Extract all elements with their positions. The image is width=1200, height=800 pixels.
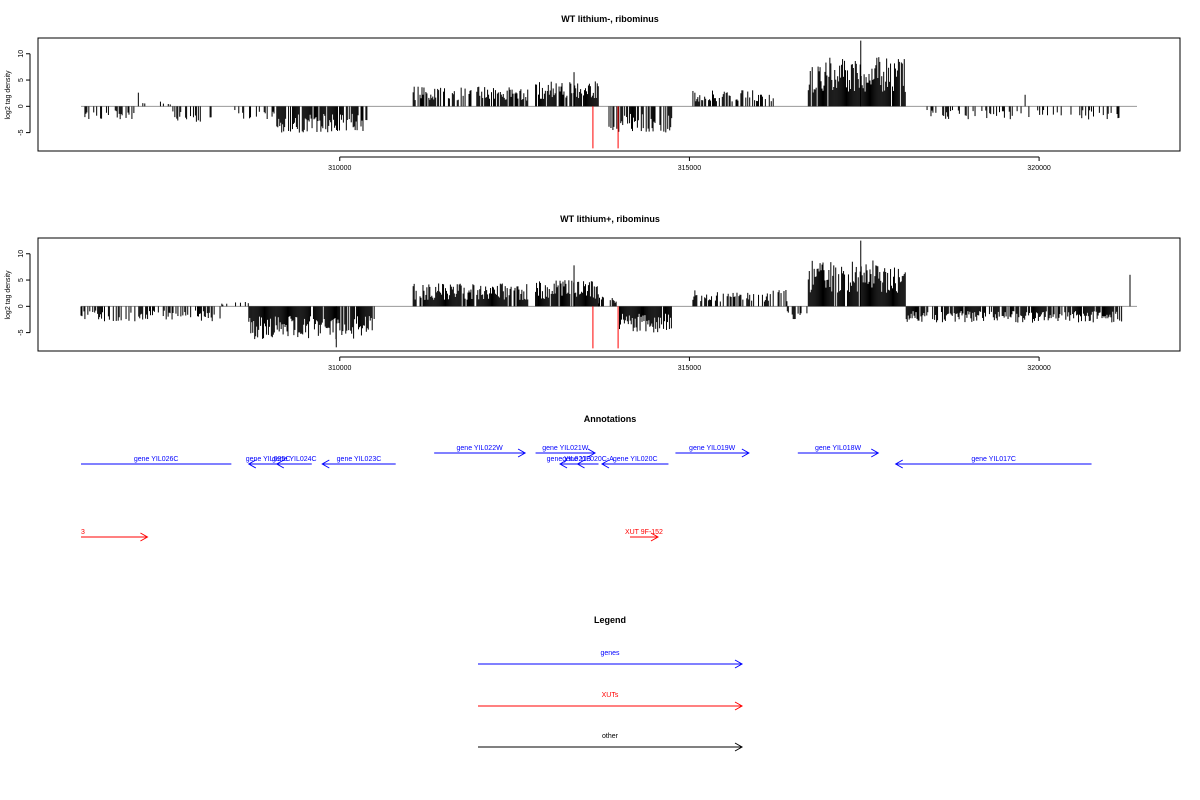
gene-label: gene YIL025C xyxy=(246,456,291,463)
gene-label: gene YIL019W xyxy=(689,445,736,452)
y-axis-label: log2 tag density xyxy=(5,270,12,320)
gene-label: gene YIL018W xyxy=(815,445,862,452)
gene-label: gene YIL020C xyxy=(613,456,658,463)
y-tick-label: 0 xyxy=(18,104,25,108)
gene-arrow xyxy=(321,459,396,469)
gene-label: gene YIL017C xyxy=(971,456,1016,463)
xut-arrow xyxy=(81,532,149,542)
gene-arrow xyxy=(559,459,578,469)
panel-lithium-plus: WT lithium+, ribominus log2 tag density … xyxy=(5,214,1181,372)
xut-label: 3 xyxy=(81,529,85,536)
legend-arrow xyxy=(478,742,744,752)
x-tick-label: 320000 xyxy=(1027,165,1050,172)
xut-track: 3 XUT 9F-152 xyxy=(81,529,663,542)
annotations-title: Annotations xyxy=(584,414,637,424)
y-tick-label: 5 xyxy=(18,78,25,82)
gene-arrow xyxy=(535,448,597,458)
x-tick-label: 320000 xyxy=(1027,365,1050,372)
y-tick-label: 10 xyxy=(18,50,25,58)
y-tick-label: 0 xyxy=(18,304,25,308)
legend-arrow xyxy=(478,701,744,711)
panel-title-lithium-minus: WT lithium-, ribominus xyxy=(561,14,659,24)
gene-arrow xyxy=(675,448,750,458)
x-tick-label: 315000 xyxy=(678,165,701,172)
xut-arrow xyxy=(629,532,659,542)
legend-label: XUTs xyxy=(602,692,619,699)
y-tick-label: 10 xyxy=(18,250,25,258)
gene-label: gene YIL026C xyxy=(134,456,179,463)
gene-label: gene YIL021B xyxy=(547,456,592,463)
gene-arrow xyxy=(894,459,1092,469)
gene-label: gene YIL022W xyxy=(457,445,504,452)
legend: Legend genes XUTs other xyxy=(478,615,744,752)
bar-series xyxy=(80,240,1137,349)
gene-arrow xyxy=(576,459,599,469)
plot-frame xyxy=(37,37,1181,152)
y-tick-label: -5 xyxy=(18,129,25,135)
plot-frame xyxy=(37,237,1181,352)
panel-title-lithium-plus: WT lithium+, ribominus xyxy=(560,214,660,224)
gene-arrow xyxy=(600,459,669,469)
x-tick-label: 310000 xyxy=(328,365,351,372)
x-tick-label: 315000 xyxy=(678,365,701,372)
legend-items: genes XUTs other xyxy=(478,650,744,752)
bar-series xyxy=(81,40,1137,149)
y-tick-label: -5 xyxy=(18,329,25,335)
x-tick-label: 310000 xyxy=(328,165,351,172)
gene-arrow xyxy=(797,448,880,458)
gene-label: gene YIL020C-A xyxy=(562,456,614,463)
panel-lithium-minus: WT lithium-, ribominus log2 tag density … xyxy=(5,14,1181,172)
gene-label: gene YIL021W xyxy=(542,445,589,452)
gene-label: gene YIL023C xyxy=(337,456,382,463)
gene-arrow xyxy=(275,459,312,469)
gene-label: gene YIL024C xyxy=(272,456,317,463)
legend-label: other xyxy=(602,733,619,740)
legend-title: Legend xyxy=(594,615,626,625)
y-axis-label: log2 tag density xyxy=(5,70,12,120)
annotations-track: Annotations gene YIL026C gene YIL025Cgene… xyxy=(81,414,1092,542)
xut-label: XUT 9F-152 xyxy=(625,529,663,536)
gene-arrow xyxy=(434,448,527,458)
y-tick-label: 5 xyxy=(18,278,25,282)
legend-label: genes xyxy=(600,650,620,657)
legend-arrow xyxy=(478,659,744,669)
axes: -5 0 5 10 310000 315000 320000 xyxy=(18,250,1051,372)
axes: -5 0 5 10 310000 315000 320000 xyxy=(18,50,1051,172)
